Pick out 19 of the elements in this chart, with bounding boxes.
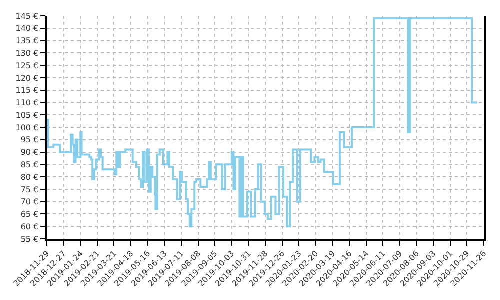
y-tick-label: 110 € bbox=[16, 98, 39, 108]
y-tick-label: 85 € bbox=[20, 160, 39, 170]
y-tick-label: 130 € bbox=[16, 48, 39, 58]
y-tick-label: 115 € bbox=[16, 86, 39, 96]
y-tick-label: 70 € bbox=[20, 198, 39, 207]
y-tick-label: 120 € bbox=[16, 74, 39, 83]
y-tick-label: 55 € bbox=[20, 234, 39, 244]
y-tick-label: 95 € bbox=[20, 136, 39, 145]
y-tick-label: 135 € bbox=[16, 36, 39, 46]
y-tick-label: 65 € bbox=[20, 210, 39, 220]
y-tick-label: 100 € bbox=[16, 123, 39, 132]
y-tick-label: 125 € bbox=[16, 61, 39, 70]
y-tick-label: 105 € bbox=[16, 110, 39, 120]
y-tick-label: 140 € bbox=[16, 24, 39, 34]
y-tick-label: 75 € bbox=[20, 185, 39, 194]
y-tick-label: 90 € bbox=[20, 148, 39, 158]
y-tick-label: 60 € bbox=[20, 222, 39, 232]
y-tick-label: 80 € bbox=[20, 172, 39, 182]
y-tick-label: 145 € bbox=[16, 12, 39, 21]
